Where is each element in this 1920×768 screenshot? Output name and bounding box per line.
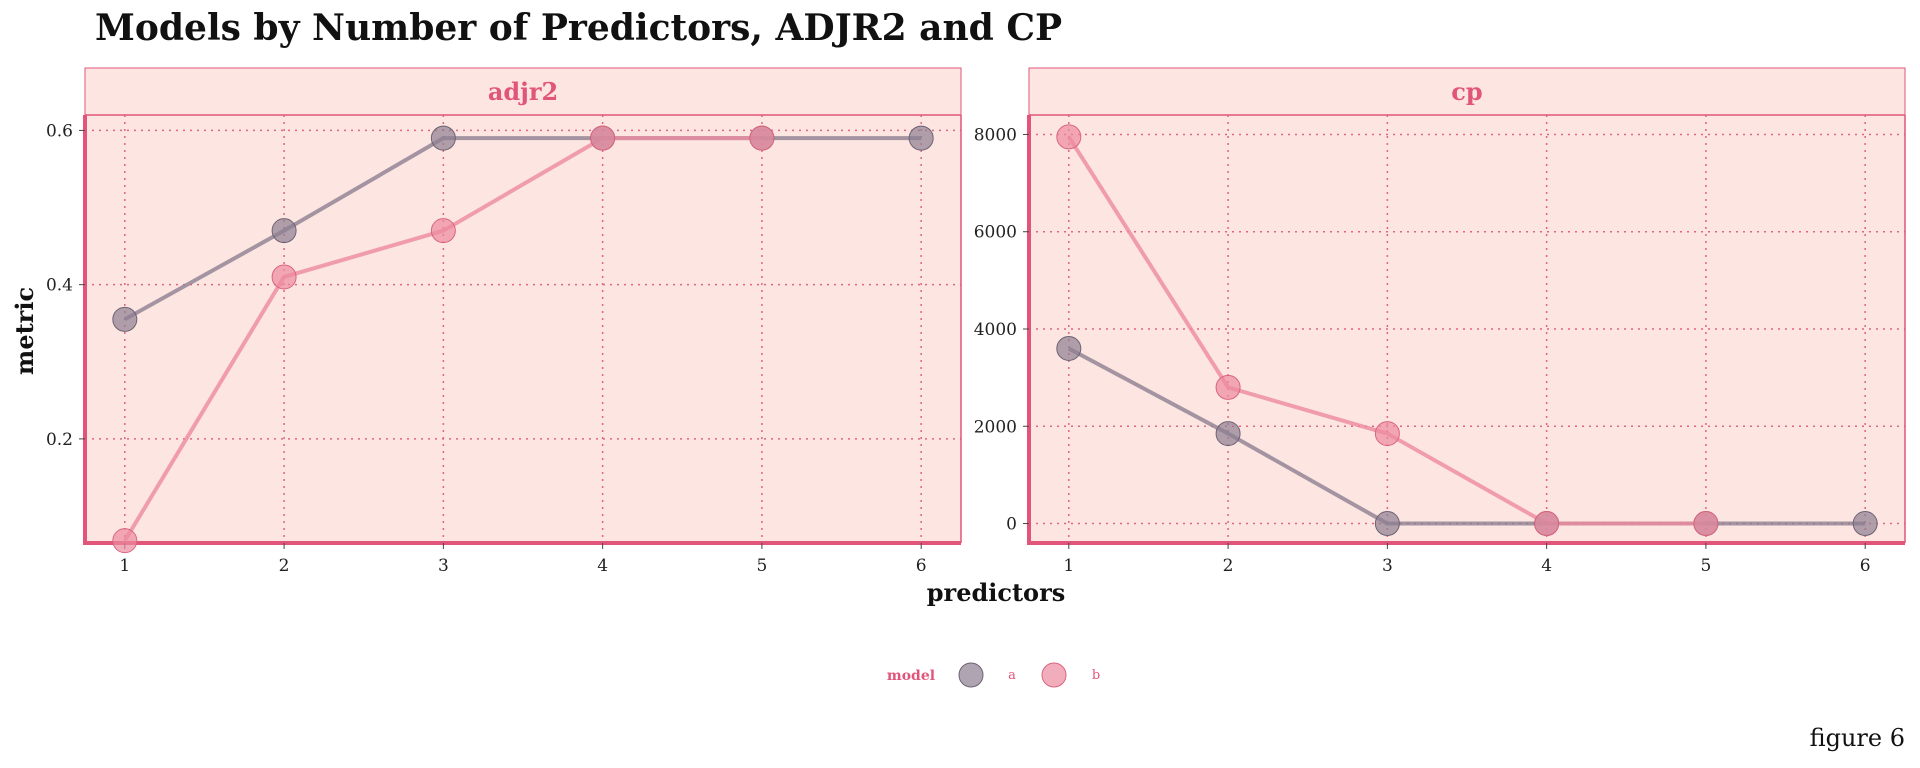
legend-label-a: a (1008, 668, 1016, 683)
y-tick-label: 6000 (974, 223, 1017, 243)
x-tick-label: 5 (756, 556, 767, 576)
facet-strip (84, 67, 962, 116)
y-tick-label: 2000 (974, 417, 1017, 437)
y-tick-label: 0.2 (46, 430, 73, 450)
legend-label-b: b (1092, 668, 1100, 683)
series-line-a (123, 136, 922, 322)
y-axis-title: metric (10, 287, 39, 375)
data-point-a (271, 218, 297, 244)
data-point-a (112, 306, 138, 332)
x-tick-label: 1 (119, 556, 130, 576)
legend: model a b (887, 662, 1100, 688)
x-tick-label: 2 (1223, 556, 1234, 576)
data-point-b (271, 264, 297, 290)
x-tick-label: 6 (1860, 556, 1871, 576)
data-point-a (1374, 511, 1400, 537)
data-point-b (1374, 421, 1400, 447)
x-tick-label: 1 (1063, 556, 1074, 576)
x-tick-label: 3 (1382, 556, 1393, 576)
y-tick-label: 4000 (974, 320, 1017, 340)
x-tick-label: 5 (1700, 556, 1711, 576)
y-tick-label: 0.6 (46, 121, 73, 141)
data-point-a (1852, 511, 1878, 537)
data-point-b (1693, 511, 1719, 537)
data-point-a (430, 125, 456, 151)
data-point-b (1056, 124, 1082, 150)
legend-key-a (958, 662, 984, 688)
data-point-b (1534, 511, 1560, 537)
x-tick-label: 2 (279, 556, 290, 576)
facet-strip-label: cp (1451, 77, 1482, 106)
data-point-b (749, 125, 775, 151)
data-point-a (1056, 335, 1082, 361)
figure-caption: figure 6 (1810, 724, 1905, 752)
series-line-a (1067, 346, 1866, 526)
legend-title: model (887, 668, 935, 684)
plot-area (85, 115, 961, 543)
facet-strip (1028, 67, 1906, 116)
chart-title: Models by Number of Predictors, ADJR2 an… (95, 7, 1062, 49)
x-tick-label: 3 (438, 556, 449, 576)
facet-strip-label: adjr2 (488, 77, 558, 106)
panel-adjr2: adjr2 1 2 3 4 5 6 0.2 0.4 0.6 (46, 67, 962, 576)
data-point-b (112, 528, 138, 554)
data-point-b (1215, 374, 1241, 400)
data-point-a (1215, 421, 1241, 447)
facet-panels: adjr2 1 2 3 4 5 6 0.2 0.4 0.6 cp 1 2 3 4 5 6 0 2000 4000 600… (46, 67, 1906, 576)
x-axis-title: predictors (927, 578, 1065, 607)
panel-cp: cp 1 2 3 4 5 6 0 2000 4000 6000 8000 (974, 67, 1906, 576)
legend-key-b (1041, 662, 1067, 688)
y-tick-label: 0 (1006, 515, 1017, 535)
x-tick-label: 6 (916, 556, 927, 576)
x-tick-label: 4 (1541, 556, 1552, 576)
data-point-b (590, 125, 616, 151)
x-tick-label: 4 (597, 556, 608, 576)
data-point-a (908, 125, 934, 151)
data-point-b (430, 218, 456, 244)
y-tick-label: 8000 (974, 125, 1017, 145)
y-tick-label: 0.4 (46, 276, 73, 296)
